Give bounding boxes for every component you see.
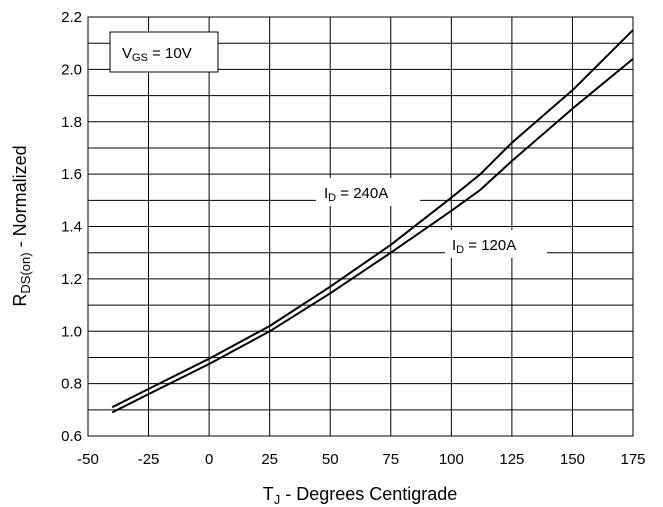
series-line-id_240 bbox=[111, 29, 634, 409]
y-axis-title: RDS(on) - Normalized bbox=[10, 145, 33, 306]
x-tick-label: 25 bbox=[261, 451, 278, 468]
x-tick-label: 75 bbox=[382, 451, 399, 468]
y-tick-label: 1.4 bbox=[61, 219, 82, 236]
x-tick-label: -50 bbox=[77, 451, 99, 468]
id-120a-label: ID = 120A bbox=[445, 230, 547, 258]
y-tick-labels: 0.6 0.8 1.0 1.2 1.4 1.6 1.8 2.0 2.2 bbox=[61, 9, 82, 445]
y-tick-label: 2.0 bbox=[61, 61, 82, 78]
y-tick-label: 1.6 bbox=[61, 166, 82, 183]
id-120a-label-text: ID = 120A bbox=[452, 237, 516, 256]
y-tick-label: 2.2 bbox=[61, 9, 82, 26]
vgs-annotation-text: VGS = 10V bbox=[122, 45, 192, 64]
x-tick-label: 100 bbox=[439, 451, 464, 468]
x-tick-label: 50 bbox=[322, 451, 339, 468]
id-240a-label-text: ID = 240A bbox=[324, 185, 388, 204]
series-layer bbox=[111, 29, 634, 414]
x-tick-labels: -50 -25 0 25 50 75 100 125 150 175 bbox=[77, 451, 645, 468]
grid bbox=[88, 17, 633, 436]
x-tick-label: 150 bbox=[560, 451, 585, 468]
id-240a-label: ID = 240A bbox=[316, 178, 420, 206]
series-line-id_120 bbox=[111, 58, 634, 414]
x-tick-label: 0 bbox=[205, 451, 213, 468]
y-tick-label: 0.8 bbox=[61, 376, 82, 393]
x-tick-label: 125 bbox=[499, 451, 524, 468]
x-axis-title: TJ - Degrees Centigrade bbox=[263, 484, 458, 507]
y-tick-label: 1.2 bbox=[61, 271, 82, 288]
y-tick-label: 0.6 bbox=[61, 428, 82, 445]
x-tick-label: 175 bbox=[620, 451, 645, 468]
y-tick-label: 1.8 bbox=[61, 114, 82, 131]
id-120a-label-bg bbox=[445, 230, 547, 258]
plot-frame bbox=[87, 16, 634, 437]
vgs-annotation-box bbox=[109, 31, 219, 73]
id-240a-label-bg bbox=[316, 178, 420, 206]
y-tick-label: 1.0 bbox=[61, 323, 82, 340]
plot-frame-rect bbox=[87, 16, 634, 437]
x-tick-label: -25 bbox=[138, 451, 160, 468]
vgs-annotation: VGS = 10V bbox=[109, 31, 219, 73]
